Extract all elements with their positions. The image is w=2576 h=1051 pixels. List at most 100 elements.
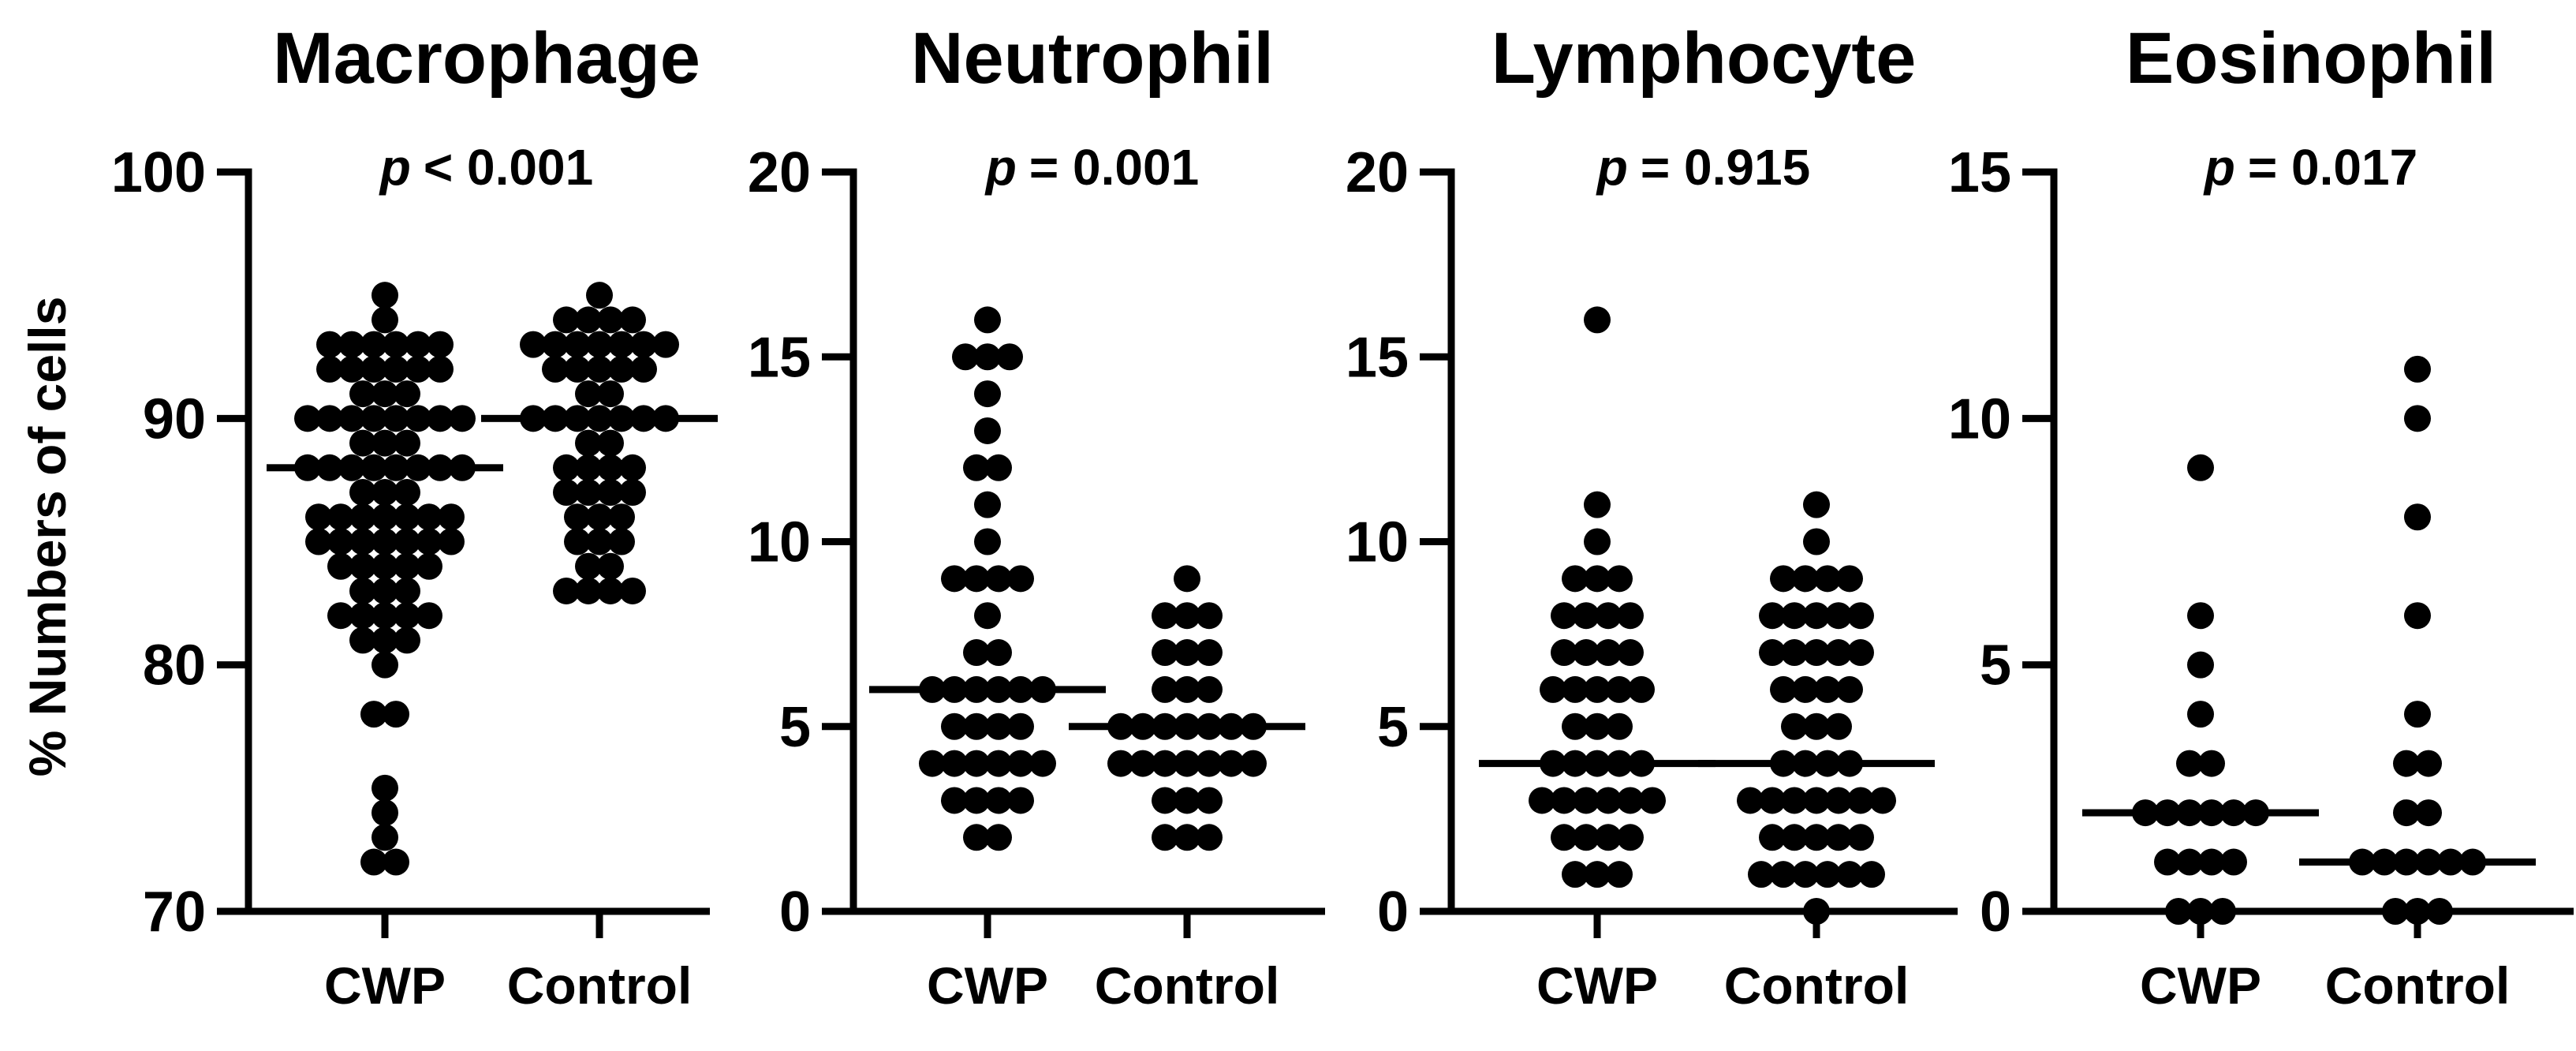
data-dot: [1803, 639, 1830, 667]
data-dot: [985, 824, 1012, 851]
data-dot: [416, 528, 442, 555]
data-dot: [1152, 602, 1178, 630]
data-dot: [597, 479, 624, 507]
y-tick-label: 20: [748, 141, 811, 204]
data-dot: [349, 429, 376, 457]
data-dot: [553, 577, 580, 604]
data-dot: [416, 602, 442, 630]
data-dot: [985, 713, 1012, 740]
data-dot: [1107, 750, 1134, 777]
data-dot: [1847, 824, 1874, 851]
data-dot: [1803, 898, 1830, 925]
eosinophil-control-dots: [2349, 355, 2486, 925]
data-dot: [438, 528, 465, 555]
data-dot: [974, 528, 1001, 555]
data-dot: [564, 331, 591, 358]
median-line: [2299, 858, 2536, 866]
data-dot: [349, 602, 376, 630]
data-dot: [1803, 602, 1830, 630]
data-dot: [371, 429, 398, 457]
data-dot: [1595, 639, 1622, 667]
data-dot: [2426, 898, 2453, 925]
data-dot: [1770, 861, 1797, 888]
p-value-text: = 0.001: [1029, 139, 1200, 196]
data-dot: [2198, 848, 2225, 876]
data-dot: [371, 306, 398, 334]
data-dot: [597, 552, 624, 580]
p-symbol: p: [379, 139, 411, 196]
y-tick-label: 10: [748, 511, 811, 574]
p-symbol: p: [1596, 139, 1628, 196]
data-dot: [2176, 848, 2203, 876]
data-dot: [1792, 565, 1819, 593]
median-line: [481, 414, 718, 422]
data-dot: [371, 824, 398, 851]
data-dot: [371, 552, 398, 580]
data-dot: [1129, 750, 1156, 777]
data-dot: [394, 577, 420, 604]
data-dot: [1737, 787, 1764, 814]
data-dot: [1174, 824, 1200, 851]
data-dot: [349, 479, 376, 507]
data-dot: [1152, 787, 1178, 814]
macrophage-cwp-dots: [294, 282, 476, 876]
data-dot: [349, 380, 376, 408]
data-dot: [542, 355, 569, 383]
data-dot: [338, 405, 365, 432]
data-dot: [952, 343, 979, 371]
data-dot: [575, 454, 602, 481]
data-dot: [1174, 602, 1200, 630]
data-dot: [608, 355, 635, 383]
data-dot: [2176, 750, 2203, 777]
data-dot: [1584, 713, 1611, 740]
data-dot: [394, 602, 420, 630]
data-dot: [1606, 713, 1633, 740]
data-dot: [1803, 528, 1830, 555]
data-dot: [2404, 405, 2431, 432]
data-dot: [1218, 750, 1245, 777]
eosinophil-cwp-dots: [2132, 454, 2269, 925]
median-line: [1479, 760, 1715, 768]
data-dot: [974, 491, 1001, 518]
data-dot: [1584, 861, 1611, 888]
data-dot: [630, 355, 657, 383]
data-dot: [575, 380, 602, 408]
p-symbol: p: [985, 139, 1017, 196]
data-dot: [2209, 898, 2236, 925]
y-tick-label: 5: [1377, 696, 1409, 759]
data-dot: [619, 577, 646, 604]
data-dot: [1759, 639, 1786, 667]
median-line: [869, 686, 1106, 694]
data-dot: [394, 479, 420, 507]
data-dot: [1814, 565, 1841, 593]
data-dot: [383, 355, 409, 383]
data-dot: [1847, 602, 1874, 630]
data-dot: [1584, 528, 1611, 555]
data-dot: [553, 479, 580, 507]
p-value-text: = 0.017: [2247, 139, 2418, 196]
data-dot: [371, 626, 398, 654]
data-dot: [2198, 750, 2225, 777]
data-dot: [360, 355, 387, 383]
data-dot: [1770, 675, 1797, 703]
data-dot: [360, 848, 387, 876]
p-value-label: p = 0.017: [2205, 142, 2417, 193]
data-dot: [919, 750, 946, 777]
panel-title-macrophage: Macrophage: [273, 18, 700, 99]
data-dot: [542, 331, 569, 358]
data-dot: [1781, 824, 1808, 851]
p-value-label: p = 0.001: [986, 142, 1199, 193]
data-dot: [416, 503, 442, 531]
data-dot: [2404, 701, 2431, 728]
lymphocyte-cwp-dots: [1529, 306, 1666, 888]
data-dot: [1551, 602, 1577, 630]
data-dot: [941, 713, 968, 740]
data-dot: [1803, 824, 1830, 851]
data-dot: [405, 331, 431, 358]
median-line: [1698, 760, 1935, 768]
data-dot: [941, 787, 968, 814]
y-tick-label: 15: [1948, 141, 2011, 204]
data-dot: [564, 528, 591, 555]
data-dot: [2404, 355, 2431, 383]
data-dot: [608, 528, 635, 555]
